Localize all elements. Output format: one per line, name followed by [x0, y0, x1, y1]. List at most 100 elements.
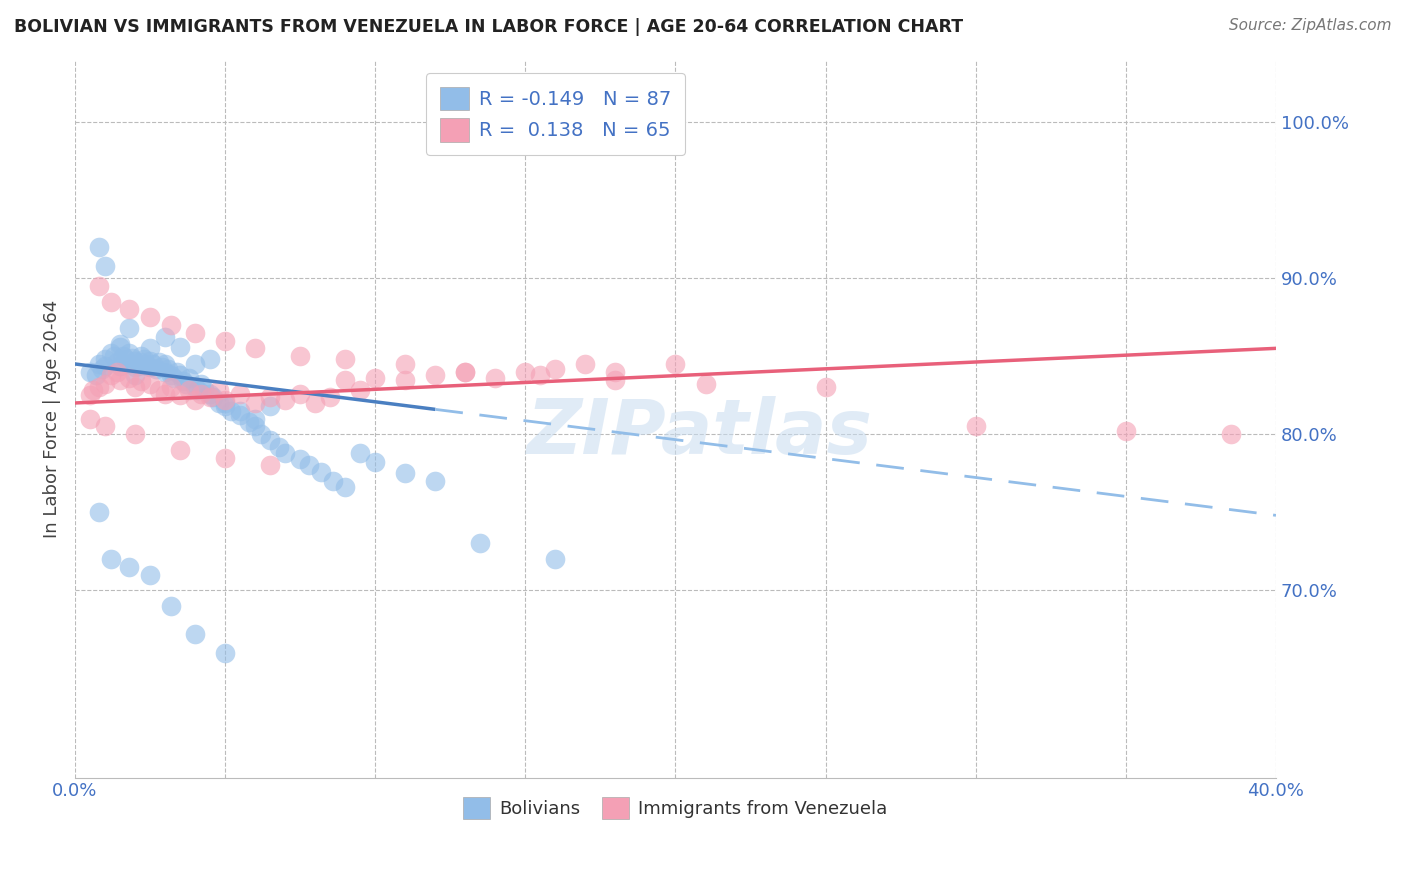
Point: [965, 419, 987, 434]
Point: [157, 361, 180, 376]
Point: [127, 359, 149, 373]
Point: [118, 321, 141, 335]
Point: [100, 294, 122, 309]
Point: [174, 377, 197, 392]
Point: [160, 318, 183, 332]
Point: [103, 349, 125, 363]
Point: [259, 434, 281, 448]
Point: [454, 365, 477, 379]
Point: [198, 386, 221, 401]
Point: [121, 351, 143, 365]
Point: [214, 399, 236, 413]
Point: [544, 552, 567, 566]
Point: [79, 365, 101, 379]
Point: [290, 452, 312, 467]
Point: [208, 384, 231, 398]
Point: [229, 386, 252, 401]
Point: [87, 279, 110, 293]
Point: [139, 354, 162, 368]
Point: [100, 552, 122, 566]
Point: [94, 359, 117, 373]
Point: [148, 355, 170, 369]
Point: [529, 368, 551, 382]
Point: [190, 386, 212, 401]
Point: [229, 404, 252, 418]
Point: [94, 352, 117, 367]
Point: [425, 368, 447, 382]
Point: [153, 386, 176, 401]
Point: [219, 404, 242, 418]
Text: BOLIVIAN VS IMMIGRANTS FROM VENEZUELA IN LABOR FORCE | AGE 20-64 CORRELATION CHA: BOLIVIAN VS IMMIGRANTS FROM VENEZUELA IN…: [14, 18, 963, 36]
Point: [238, 415, 260, 429]
Point: [335, 480, 357, 494]
Point: [145, 361, 167, 376]
Point: [574, 357, 596, 371]
Point: [79, 388, 101, 402]
Point: [139, 310, 162, 325]
Point: [177, 384, 200, 398]
Point: [124, 380, 146, 394]
Point: [214, 334, 236, 348]
Point: [243, 419, 266, 434]
Point: [124, 354, 146, 368]
Point: [322, 474, 344, 488]
Point: [274, 446, 297, 460]
Text: Source: ZipAtlas.com: Source: ZipAtlas.com: [1229, 18, 1392, 33]
Point: [184, 326, 207, 340]
Point: [139, 360, 162, 375]
Point: [136, 359, 159, 373]
Point: [118, 559, 141, 574]
Point: [94, 377, 117, 392]
Point: [118, 371, 141, 385]
Point: [470, 536, 492, 550]
Point: [87, 240, 110, 254]
Point: [124, 427, 146, 442]
Point: [290, 386, 312, 401]
Point: [139, 567, 162, 582]
Point: [115, 352, 138, 367]
Point: [139, 342, 162, 356]
Point: [87, 380, 110, 394]
Point: [118, 346, 141, 360]
Point: [259, 458, 281, 473]
Point: [214, 392, 236, 407]
Point: [187, 384, 209, 398]
Point: [243, 411, 266, 425]
Point: [105, 355, 128, 369]
Point: [198, 352, 221, 367]
Point: [259, 399, 281, 413]
Point: [349, 446, 371, 460]
Point: [394, 373, 416, 387]
Point: [160, 380, 183, 394]
Point: [394, 357, 416, 371]
Point: [243, 342, 266, 356]
Point: [82, 384, 104, 398]
Point: [129, 374, 152, 388]
Point: [664, 357, 686, 371]
Point: [153, 357, 176, 371]
Point: [184, 627, 207, 641]
Point: [274, 392, 297, 407]
Point: [160, 599, 183, 613]
Point: [139, 377, 162, 392]
Point: [160, 368, 183, 382]
Point: [425, 474, 447, 488]
Point: [319, 390, 342, 404]
Point: [349, 384, 371, 398]
Point: [814, 380, 837, 394]
Point: [169, 442, 191, 457]
Point: [193, 382, 215, 396]
Point: [166, 365, 188, 379]
Point: [259, 390, 281, 404]
Point: [177, 371, 200, 385]
Point: [484, 371, 506, 385]
Point: [112, 349, 135, 363]
Point: [118, 302, 141, 317]
Point: [91, 361, 114, 376]
Point: [298, 458, 321, 473]
Point: [202, 390, 225, 404]
Point: [184, 380, 207, 394]
Point: [84, 368, 107, 382]
Point: [142, 357, 165, 371]
Point: [394, 467, 416, 481]
